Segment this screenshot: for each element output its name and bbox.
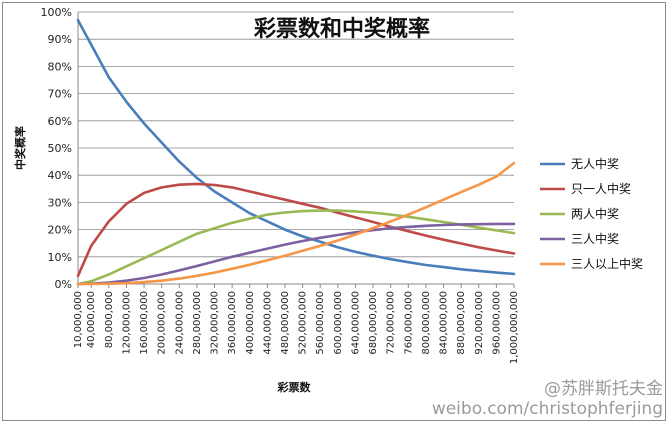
x-tick-label: 800,000,000 (421, 291, 432, 355)
y-tick-label: 80% (48, 60, 72, 73)
x-tick-label: 440,000,000 (262, 291, 273, 355)
x-tick-label: 200,000,000 (157, 291, 168, 355)
x-tick-label: 1,000,000,000 (509, 291, 520, 364)
chart-title: 彩票数和中奖概率 (253, 16, 430, 42)
x-tick-label: 680,000,000 (368, 291, 379, 355)
x-axis-label: 彩票数 (277, 380, 312, 394)
y-tick-label: 30% (48, 196, 72, 209)
y-tick-label: 100% (41, 6, 72, 19)
x-tick-label: 80,000,000 (104, 291, 115, 348)
x-tick-label: 880,000,000 (456, 291, 467, 355)
x-tick-label: 360,000,000 (227, 291, 238, 355)
legend-label: 两人中奖 (571, 206, 619, 221)
x-tick-label: 160,000,000 (139, 291, 150, 355)
y-tick-label: 50% (48, 142, 72, 155)
y-tick-label: 60% (48, 115, 72, 128)
grid (78, 11, 514, 258)
series-line-4 (76, 222, 516, 286)
y-tick-label: 40% (48, 169, 72, 182)
x-tick-label: 600,000,000 (333, 291, 344, 355)
watermark-url: weibo.com/christophferjing (432, 399, 663, 419)
x-tick-label: 560,000,000 (315, 291, 326, 355)
watermark-handle: @苏胖斯托夫金 (544, 379, 663, 399)
y-tick-label: 70% (48, 88, 72, 101)
x-tick-label: 960,000,000 (491, 291, 502, 355)
x-tick-label: 10,000,000 (73, 291, 84, 348)
legend-label: 无人中奖 (571, 156, 619, 171)
x-tick-label: 840,000,000 (439, 291, 450, 355)
legend-label: 三人以上中奖 (571, 256, 643, 271)
y-axis-label: 中奖概率 (13, 126, 27, 170)
x-tick-labels: 10,000,000 40,000,000 80,000,000 120,000,00… (73, 284, 520, 364)
y-tick-labels: 0% 10% 20% 30% 40% 50% 60% 70% 80% 90% 100% (41, 6, 72, 291)
legend-label: 三人中奖 (571, 231, 619, 246)
x-tick-label: 240,000,000 (174, 291, 185, 355)
y-tick-label: 90% (48, 33, 72, 46)
series-line-5 (76, 161, 516, 286)
x-tick-label: 480,000,000 (280, 291, 291, 355)
x-tick-label: 640,000,000 (350, 291, 361, 355)
series-line-3 (76, 209, 516, 286)
series-lines (76, 18, 516, 286)
legend-label: 只一人中奖 (571, 181, 631, 196)
x-tick-label: 400,000,000 (245, 291, 256, 355)
y-tick-label: 20% (48, 224, 72, 237)
x-tick-label: 40,000,000 (86, 291, 97, 348)
y-tick-label: 10% (48, 251, 72, 264)
x-tick-label: 920,000,000 (474, 291, 485, 355)
axes (77, 12, 514, 285)
x-tick-label: 720,000,000 (386, 291, 397, 355)
series-line-1 (76, 18, 516, 276)
x-tick-label: 760,000,000 (403, 291, 414, 355)
x-tick-label: 120,000,000 (121, 291, 132, 355)
x-tick-label: 520,000,000 (298, 291, 309, 355)
y-tick-label: 0% (55, 278, 72, 291)
x-tick-label: 280,000,000 (192, 291, 203, 355)
x-tick-label: 320,000,000 (210, 291, 221, 355)
series-line-2 (76, 182, 516, 278)
